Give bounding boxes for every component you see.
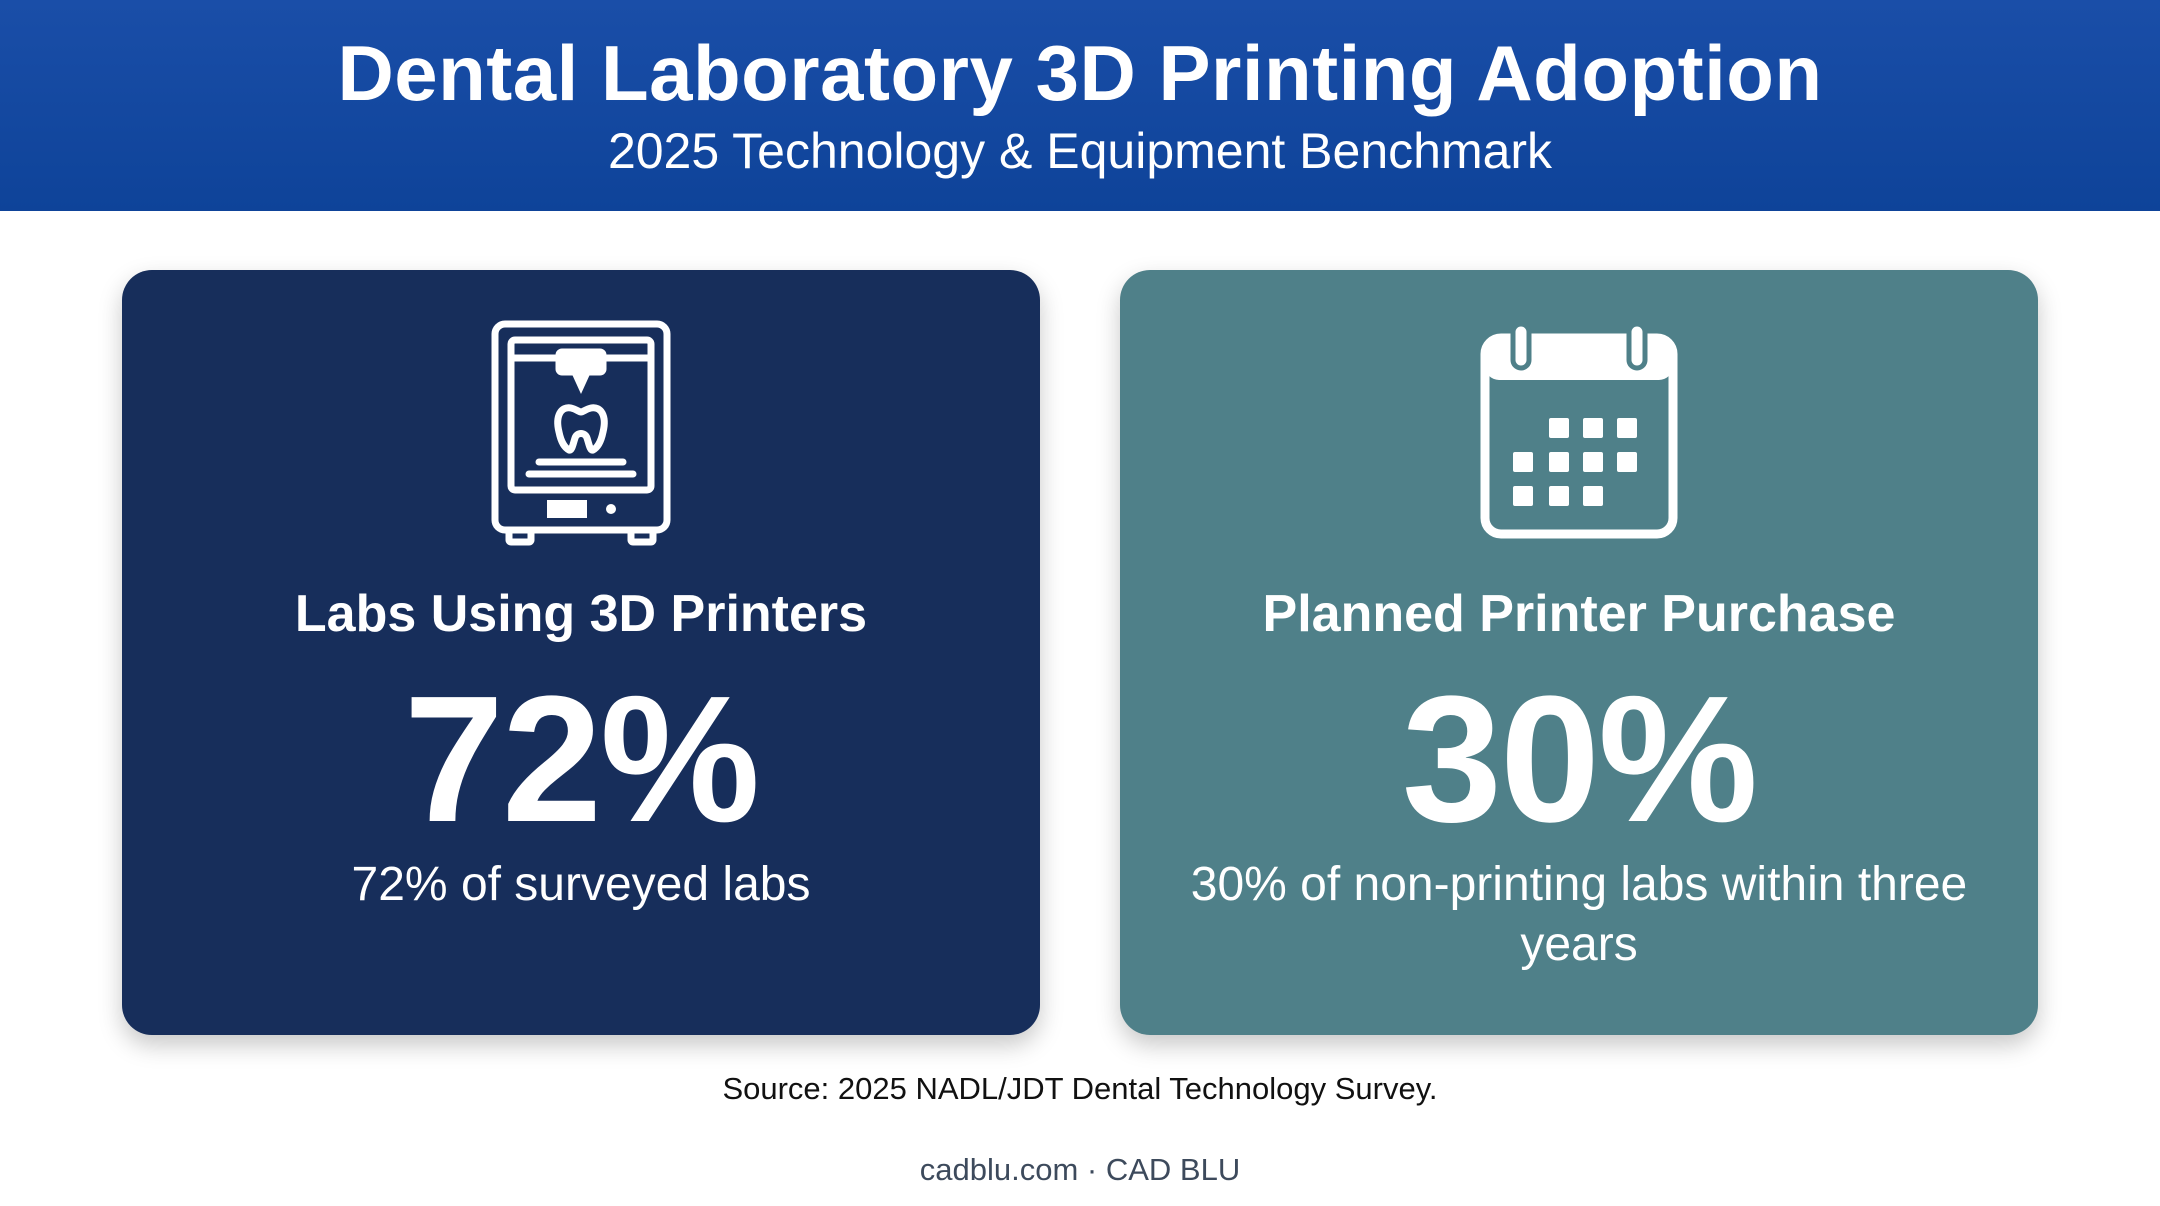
stat-label: Labs Using 3D Printers <box>294 585 868 643</box>
stat-card-planned-purchase: Planned Printer Purchase 30% 30% of non-… <box>1120 270 2038 1035</box>
page-title: Dental Laboratory 3D Printing Adoption <box>337 29 1823 117</box>
stat-description: 30% of non-printing labs within three ye… <box>1190 858 1968 971</box>
stat-description: 72% of surveyed labs <box>351 858 811 911</box>
stat-card-labs-using-printers: Labs Using 3D Printers 72% 72% of survey… <box>122 270 1040 1035</box>
stat-label: Planned Printer Purchase <box>1262 585 1896 643</box>
stat-value: 30% <box>1401 659 1758 860</box>
source-note: Source: 2025 NADL/JDT Dental Technology … <box>722 1071 1438 1106</box>
calendar-icon <box>1120 320 2038 550</box>
stat-value: 72% <box>403 659 760 860</box>
footer-credit: cadblu.com · CAD BLU <box>919 1152 1241 1187</box>
3d-printer-tooth-icon <box>122 320 1040 550</box>
page-subtitle: 2025 Technology & Equipment Benchmark <box>607 123 1553 179</box>
header-banner: Dental Laboratory 3D Printing Adoption 2… <box>0 0 2160 211</box>
